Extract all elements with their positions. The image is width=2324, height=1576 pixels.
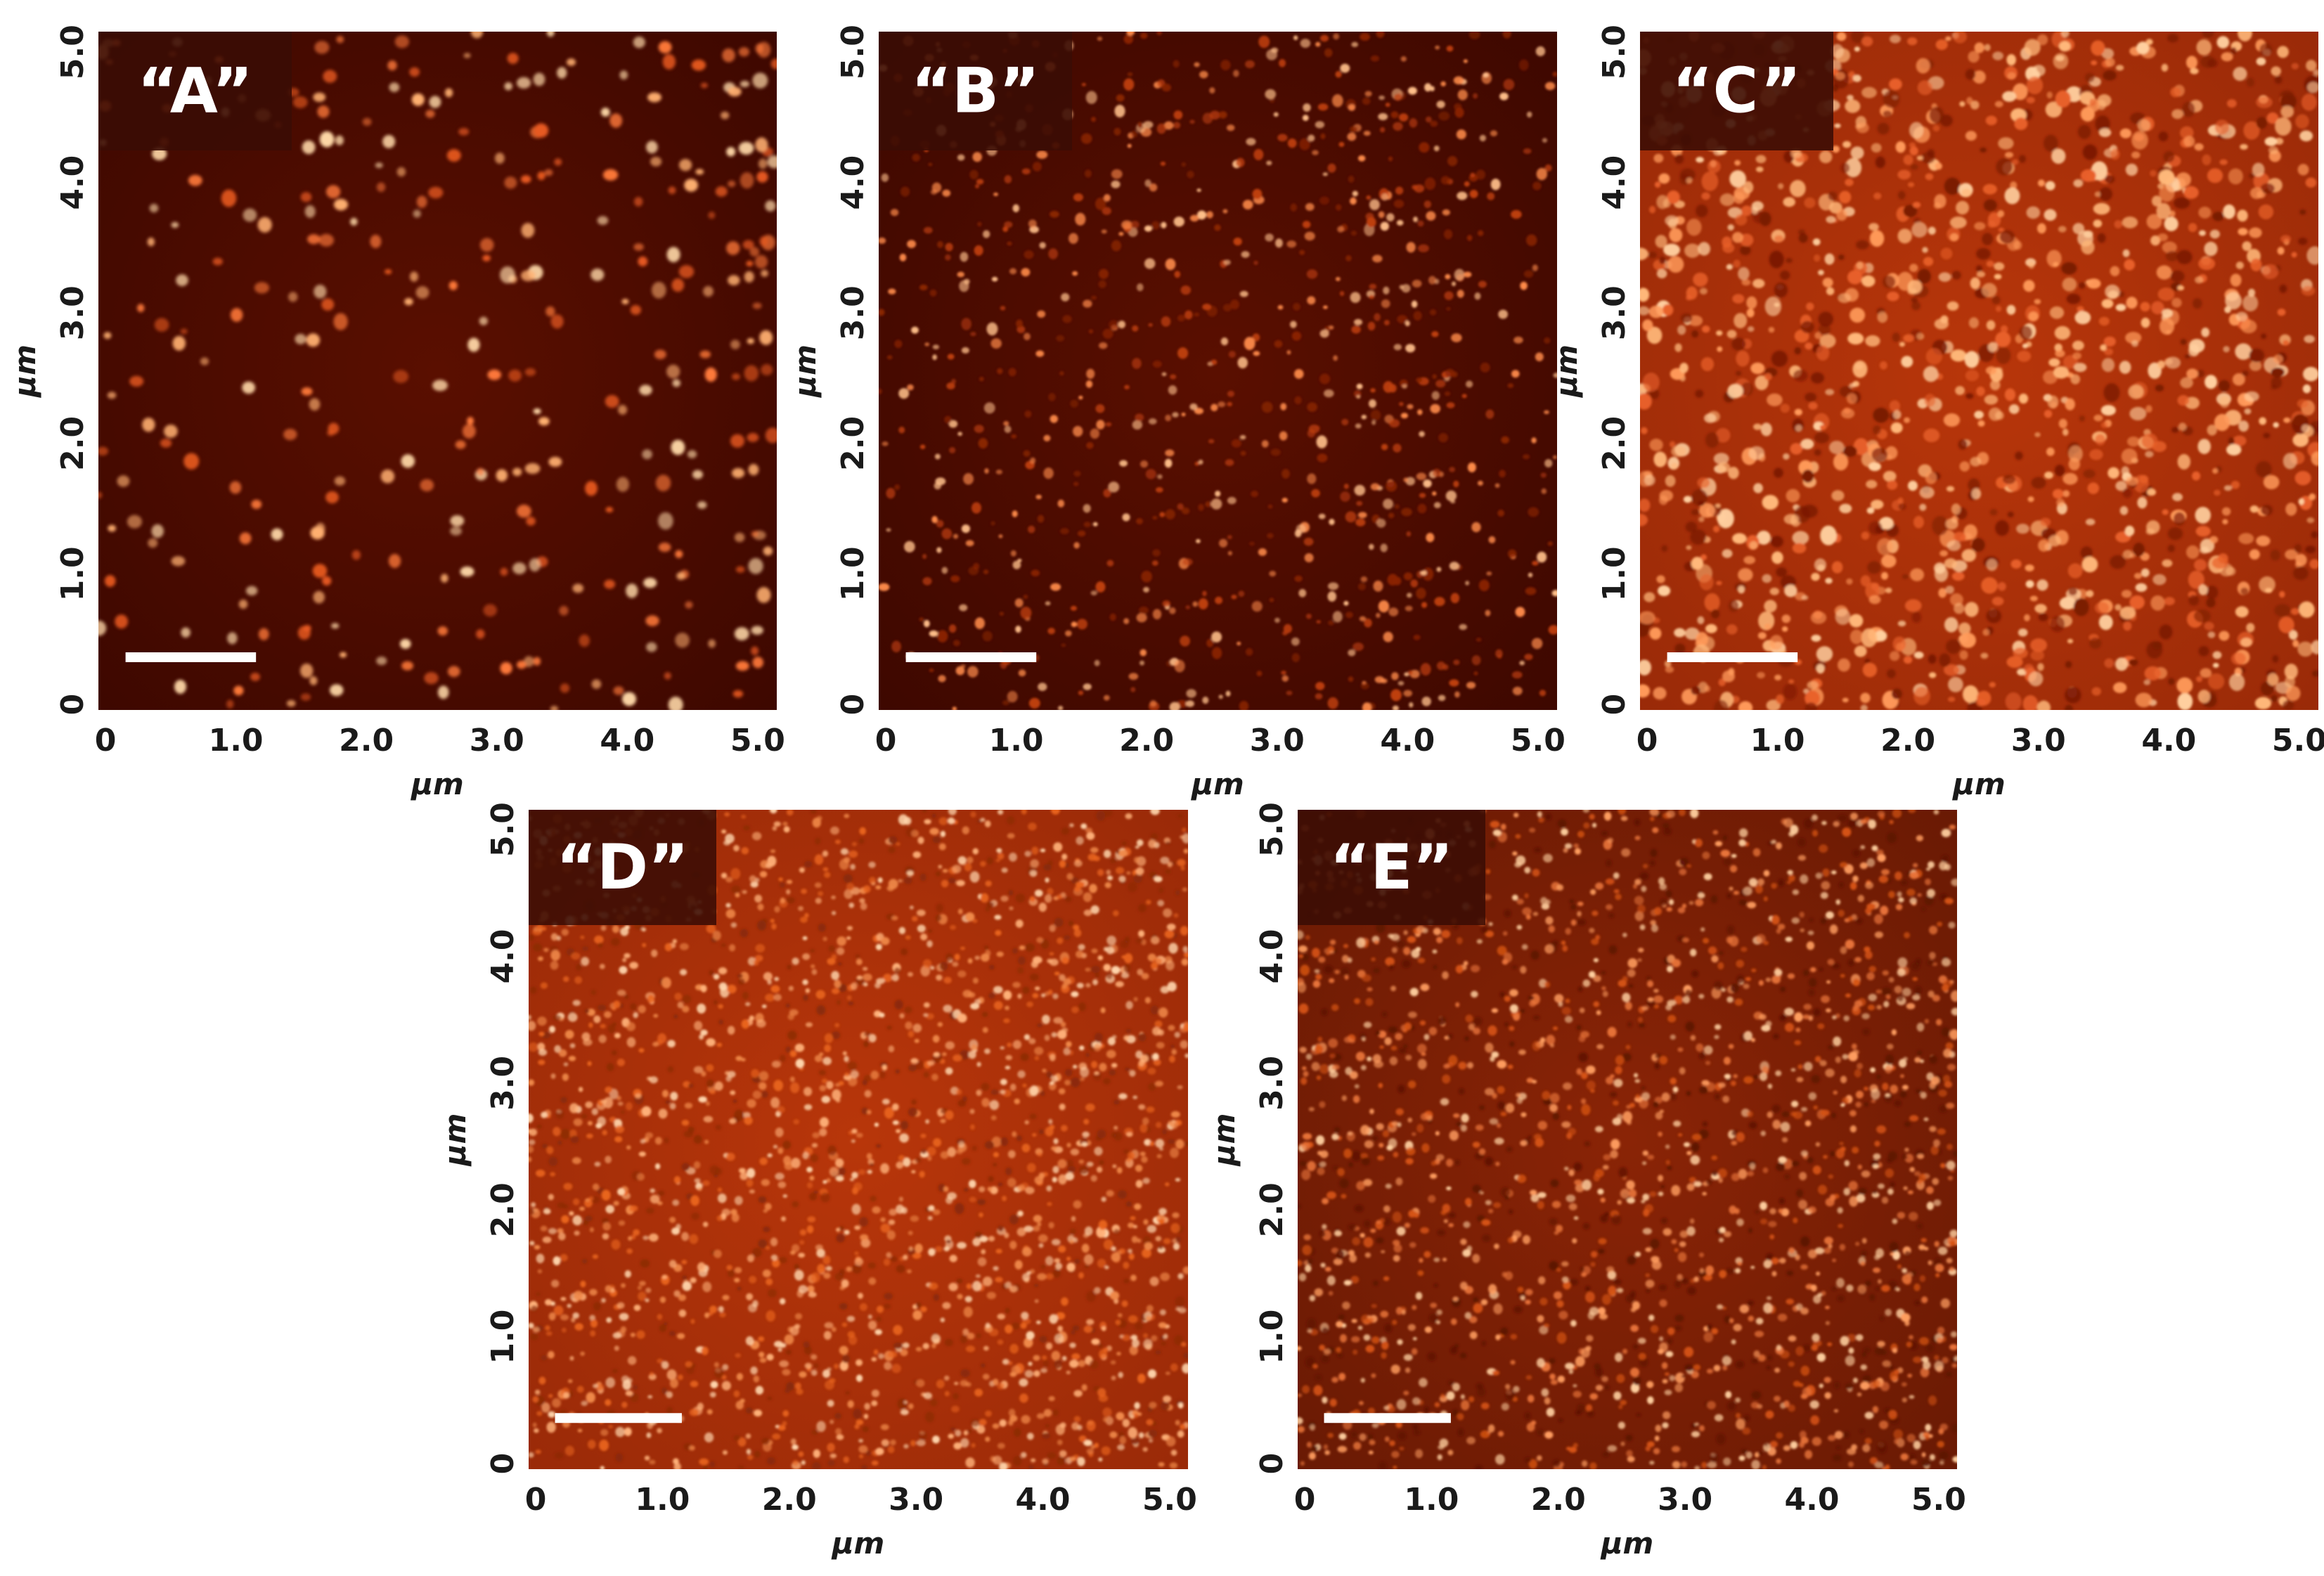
x-tick-label: 0 (525, 1482, 547, 1518)
x-axis-title: μm (1190, 767, 1244, 801)
panel-label: “E” (1330, 831, 1454, 903)
panel-label: “C” (1672, 55, 1801, 127)
y-tick-label: 1.0 (485, 1310, 521, 1364)
y-tick-label: 5.0 (1596, 25, 1632, 79)
y-axis-title: μm (438, 1113, 472, 1168)
x-tick-label: 4.0 (600, 723, 654, 758)
x-tick-label: 2.0 (339, 723, 394, 758)
x-tick-label: 4.0 (1380, 723, 1435, 758)
y-axis-title: μm (788, 344, 822, 399)
y-tick-label: 5.0 (835, 25, 871, 79)
y-tick-label: 4.0 (835, 155, 871, 210)
y-tick-label: 3.0 (485, 1056, 521, 1111)
x-tick-label: 0 (95, 723, 117, 758)
y-tick-label: 1.0 (835, 546, 871, 601)
y-tick-label: 5.0 (1254, 802, 1290, 857)
y-tick-label: 0 (835, 694, 871, 716)
y-tick-label: 2.0 (485, 1182, 521, 1237)
x-tick-label: 0 (875, 723, 897, 758)
y-tick-label: 1.0 (1254, 1310, 1290, 1364)
y-tick-label: 0 (1254, 1453, 1290, 1475)
scale-bar (905, 652, 1037, 662)
x-tick-label: 4.0 (1016, 1482, 1071, 1518)
afm-panel-e: “E” 0 1.0 2.0 3.0 4.0 5.0 0 1.0 2.0 3.0 4.0 5.0 μm μm (1199, 802, 1985, 1575)
panel-label-box (529, 810, 716, 925)
y-tick-label: 3.0 (1596, 285, 1632, 340)
afm-panel-a: “A” 0 1.0 2.0 3.0 4.0 5.0 0 1.0 2.0 3.0 4.0 5.0 μm μm (0, 25, 805, 815)
scale-bar (555, 1413, 682, 1423)
x-tick-label: 4.0 (1785, 1482, 1840, 1518)
x-axis-title: μm (1951, 767, 2006, 801)
y-axis-title: μm (1549, 344, 1584, 399)
y-tick-label: 3.0 (835, 285, 871, 340)
x-tick-label: 3.0 (889, 1482, 943, 1518)
panel-label-box (879, 32, 1072, 150)
x-tick-label: 5.0 (1142, 1482, 1197, 1518)
x-tick-label: 1.0 (1750, 723, 1805, 758)
x-tick-label: 5.0 (730, 723, 785, 758)
x-tick-label: 2.0 (762, 1482, 817, 1518)
x-tick-label: 1.0 (209, 723, 264, 758)
x-tick-label: 5.0 (2272, 723, 2324, 758)
x-tick-label: 3.0 (1658, 1482, 1712, 1518)
x-tick-label: 0 (1294, 1482, 1316, 1518)
y-tick-label: 2.0 (835, 416, 871, 471)
y-tick-label: 2.0 (55, 416, 91, 471)
y-tick-label: 4.0 (55, 155, 91, 210)
x-tick-label: 4.0 (2141, 723, 2196, 758)
x-tick-label: 1.0 (1404, 1482, 1459, 1518)
x-tick-label: 2.0 (1531, 1482, 1586, 1518)
y-tick-label: 1.0 (1596, 546, 1632, 601)
y-tick-label: 5.0 (55, 25, 91, 79)
y-tick-label: 4.0 (485, 929, 521, 983)
afm-panel-c: “C” 0 1.0 2.0 3.0 4.0 5.0 0 1.0 2.0 3.0 4.0 5.0 μm μm (1542, 25, 2324, 815)
y-tick-label: 0 (55, 694, 91, 716)
x-tick-label: 3.0 (2011, 723, 2066, 758)
x-tick-label: 5.0 (1511, 723, 1566, 758)
y-tick-label: 2.0 (1596, 416, 1632, 471)
panel-label-box (1298, 810, 1485, 925)
x-tick-label: 2.0 (1880, 723, 1935, 758)
y-tick-label: 3.0 (55, 285, 91, 340)
scale-bar (1324, 1413, 1451, 1423)
y-tick-label: 2.0 (1254, 1182, 1290, 1237)
panel-label: “A” (137, 55, 252, 127)
y-tick-label: 5.0 (485, 802, 521, 857)
panel-label: “B” (911, 55, 1040, 127)
afm-panel-b: “B” 0 1.0 2.0 3.0 4.0 5.0 0 1.0 2.0 3.0 4.0 5.0 μm μm (780, 25, 1585, 815)
x-axis-title: μm (831, 1526, 885, 1561)
x-axis-title: μm (1600, 1526, 1654, 1561)
x-tick-label: 1.0 (989, 723, 1044, 758)
y-tick-label: 4.0 (1254, 929, 1290, 983)
y-tick-label: 3.0 (1254, 1056, 1290, 1111)
scale-bar (125, 652, 257, 662)
afm-height-map (98, 32, 777, 710)
x-tick-label: 1.0 (635, 1482, 690, 1518)
x-tick-label: 3.0 (1250, 723, 1305, 758)
x-tick-label: 5.0 (1911, 1482, 1966, 1518)
y-tick-label: 0 (485, 1453, 521, 1475)
y-tick-label: 1.0 (55, 546, 91, 601)
x-tick-label: 3.0 (470, 723, 524, 758)
panel-label-box (98, 32, 292, 150)
y-tick-label: 0 (1596, 694, 1632, 716)
x-axis-title: μm (410, 767, 464, 801)
y-tick-label: 4.0 (1596, 155, 1632, 210)
afm-height-map (1298, 810, 1957, 1469)
scale-bar (1667, 652, 1798, 662)
panel-label: “D” (556, 831, 689, 903)
afm-panel-d: “D” 0 1.0 2.0 3.0 4.0 5.0 0 1.0 2.0 3.0 4.0 5.0 μm μm (430, 802, 1216, 1575)
y-axis-title: μm (1207, 1113, 1241, 1168)
panel-label-box (1640, 32, 1833, 150)
x-tick-label: 2.0 (1119, 723, 1174, 758)
y-axis-title: μm (8, 344, 42, 399)
x-tick-label: 0 (1637, 723, 1658, 758)
